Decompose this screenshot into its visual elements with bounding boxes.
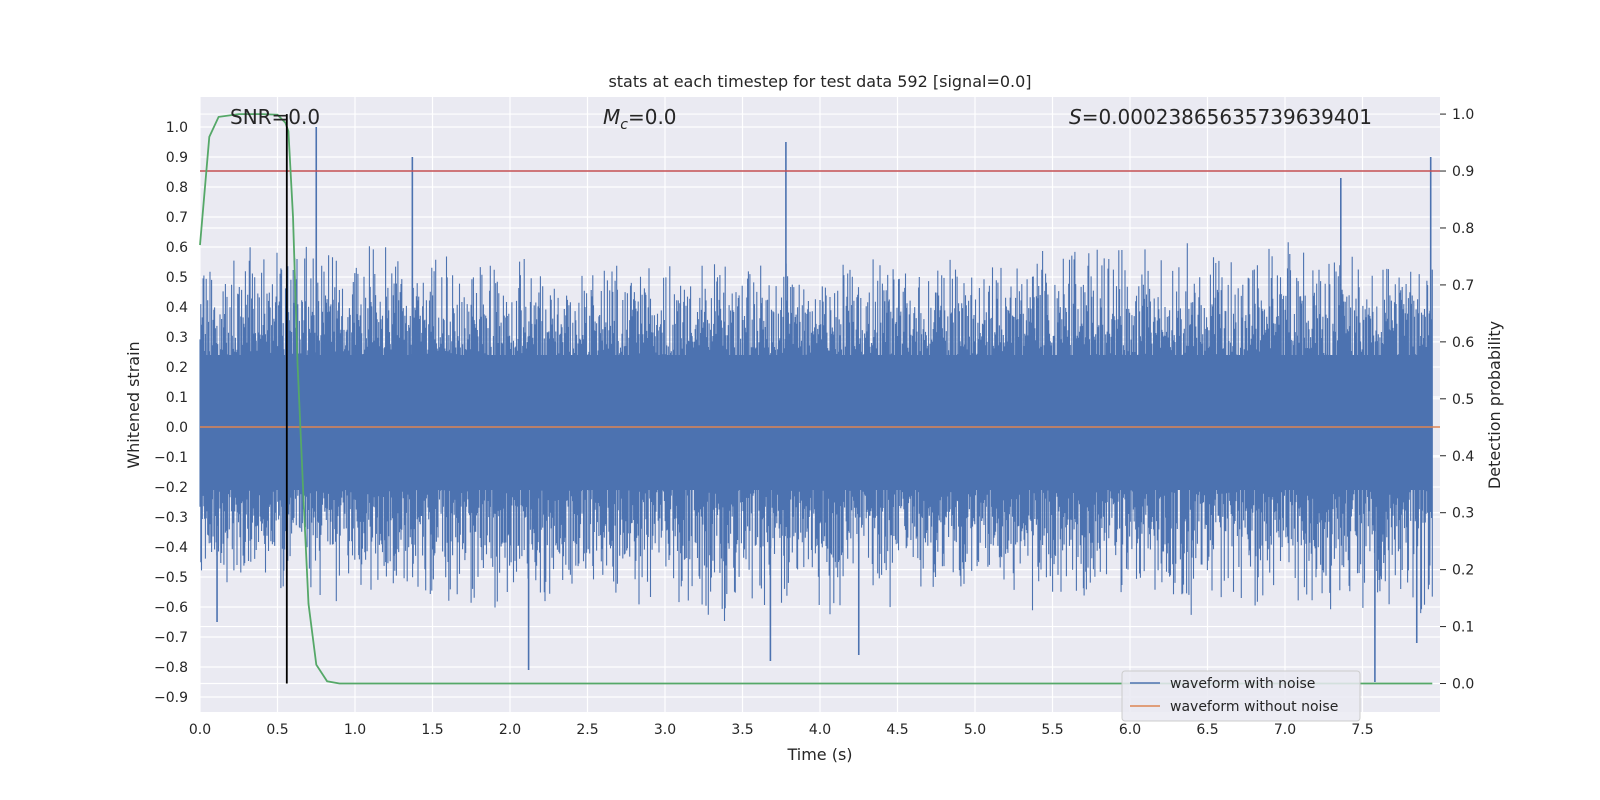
y-tick-label-18: −0.8 [154,660,188,676]
x-tick-label-6: 3.0 [654,722,676,738]
y2-axis-ticks: 1.0 0.9 0.8 0.7 0.6 0.5 0.4 0.3 0.2 0.1 0.0 [1440,107,1474,693]
y-axis-ticks: 1.0 0.9 0.8 0.7 0.6 0.5 0.4 0.3 0.2 0.1 0.0 −0.1 −0.… [154,120,188,706]
noise-trace [199,242,1433,621]
y-tick-label-2: 0.8 [166,180,188,196]
y2-tick-label-3: 0.7 [1452,278,1474,294]
y-tick-label-19: −0.9 [154,690,188,706]
y-tick-label-4: 0.6 [166,240,188,256]
y2-tick-label-1: 0.9 [1452,164,1474,180]
x-tick-label-4: 2.0 [499,722,521,738]
x-tick-label-8: 4.0 [809,722,831,738]
y2-tick-label-0: 1.0 [1452,107,1474,123]
mc-value: =0.0 [628,105,677,129]
y2-tick-label-8: 0.2 [1452,563,1474,579]
x-tick-label-13: 6.5 [1196,722,1218,738]
s-value: =0.00023865635739639401 [1082,105,1372,129]
x-tick-label-10: 5.0 [964,722,986,738]
x-tick-label-14: 7.0 [1274,722,1296,738]
legend-box [1121,670,1361,722]
x-tick-label-11: 5.5 [1041,722,1063,738]
y2-tick-label-9: 0.1 [1452,620,1474,636]
x-tick-label-9: 4.5 [886,722,908,738]
x-axis-ticks: 0.0 0.5 1.0 1.5 2.0 2.5 3.0 3.5 4.0 4.5 5.0 5.5 6.0 6… [189,722,1374,738]
y2-tick-label-10: 0.0 [1452,677,1474,693]
y-tick-label-5: 0.5 [166,270,188,286]
y-tick-label-7: 0.3 [166,330,188,346]
x-axis-label: Time (s) [786,745,852,764]
y-tick-label-11: −0.1 [154,450,188,466]
x-tick-label-3: 1.5 [421,722,443,738]
y-tick-label-6: 0.4 [166,300,188,316]
y-tick-label-9: 0.1 [166,390,188,406]
y2-tick-label-2: 0.8 [1452,221,1474,237]
snr-annotation: SNR=0.0 [230,105,320,129]
y-tick-label-10: 0.0 [166,420,188,436]
chart-title: stats at each timestep for test data 592… [608,72,1031,91]
x-tick-label-5: 2.5 [576,722,598,738]
legend-label-waveform-without-noise: waveform without noise [1170,699,1338,715]
y-tick-label-15: −0.5 [154,570,188,586]
y2-tick-label-7: 0.3 [1452,506,1474,522]
y-tick-label-3: 0.7 [166,210,188,226]
mc-annotation: Mc=0.0 [603,105,677,133]
x-tick-label-15: 7.5 [1351,722,1373,738]
y2-tick-label-5: 0.5 [1452,392,1474,408]
x-tick-label-0: 0.0 [189,722,211,738]
mc-symbol: M [603,105,620,129]
x-tick-label-1: 0.5 [266,722,288,738]
s-symbol: S [1069,105,1082,129]
s-annotation: S=0.00023865635739639401 [1069,105,1372,129]
series-waveform-with-noise [199,127,1433,682]
y-tick-label-0: 1.0 [166,120,188,136]
mc-subscript: c [620,117,628,133]
x-tick-label-2: 1.0 [344,722,366,738]
x-tick-label-12: 6.0 [1119,722,1141,738]
y2-axis-label: Detection probability [1485,321,1504,489]
y-tick-label-1: 0.9 [166,150,188,166]
detection-probability-line [199,113,1433,685]
y-axis-label: Whitened strain [124,341,143,468]
legend: waveform with noise waveform without noi… [1121,670,1361,722]
y-tick-label-8: 0.2 [166,360,188,376]
y-tick-label-14: −0.4 [154,540,188,556]
y2-tick-label-4: 0.6 [1452,335,1474,351]
y-tick-label-17: −0.7 [154,630,188,646]
x-tick-label-7: 3.5 [731,722,753,738]
y-tick-label-16: −0.6 [154,600,188,616]
series-lines [199,113,1440,685]
legend-label-waveform-with-noise: waveform with noise [1170,676,1315,692]
y-tick-label-12: −0.2 [154,480,188,496]
y-tick-label-13: −0.3 [154,510,188,526]
y2-tick-label-6: 0.4 [1452,449,1474,465]
